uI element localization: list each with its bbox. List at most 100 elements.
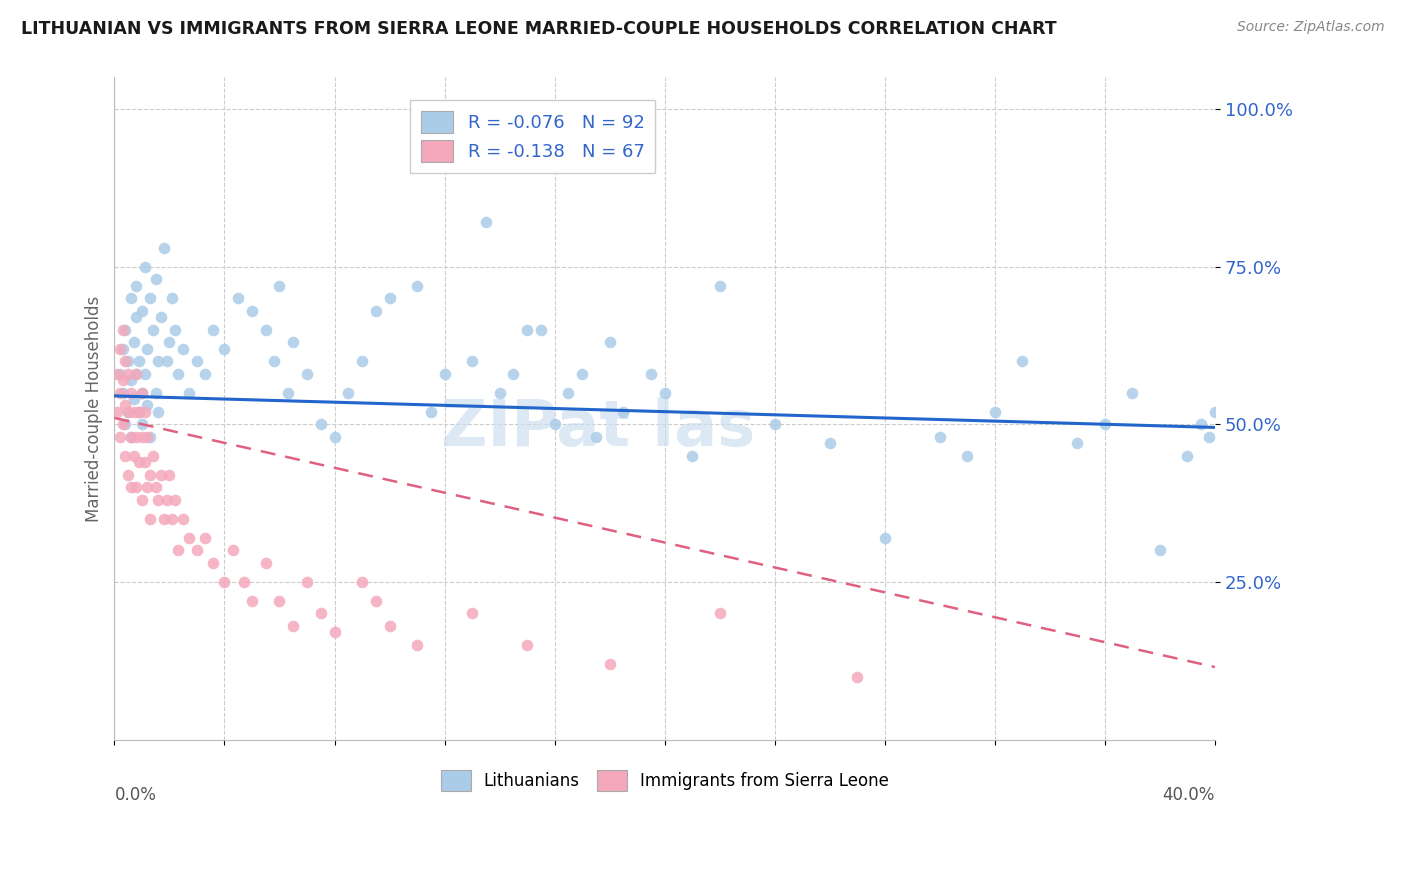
Point — [186, 543, 208, 558]
Point — [269, 278, 291, 293]
Point — [433, 367, 456, 381]
Point — [125, 367, 148, 381]
Point — [681, 449, 703, 463]
Point — [122, 449, 145, 463]
Point — [122, 335, 145, 350]
Point — [117, 354, 139, 368]
Point — [475, 215, 498, 229]
Point — [186, 354, 208, 368]
Text: Source: ZipAtlas.com: Source: ZipAtlas.com — [1237, 20, 1385, 34]
Point — [172, 512, 194, 526]
Point — [1189, 417, 1212, 432]
Point — [166, 367, 188, 381]
Point — [323, 430, 346, 444]
Point — [128, 455, 150, 469]
Point — [846, 669, 869, 683]
Point — [406, 638, 429, 652]
Point — [530, 323, 553, 337]
Point — [364, 594, 387, 608]
Point — [956, 449, 979, 463]
Point — [131, 492, 153, 507]
Point — [145, 385, 167, 400]
Point — [295, 574, 318, 589]
Point — [557, 385, 579, 400]
Point — [640, 367, 662, 381]
Point — [1066, 436, 1088, 450]
Point — [419, 404, 441, 418]
Point — [1198, 430, 1220, 444]
Point — [337, 385, 360, 400]
Point — [136, 480, 159, 494]
Point — [818, 436, 841, 450]
Point — [295, 367, 318, 381]
Point — [125, 367, 148, 381]
Point — [543, 417, 565, 432]
Point — [502, 367, 524, 381]
Point — [156, 354, 179, 368]
Point — [153, 241, 176, 255]
Point — [159, 467, 181, 482]
Point — [160, 291, 183, 305]
Point — [323, 625, 346, 640]
Point — [263, 354, 285, 368]
Point — [232, 574, 254, 589]
Point — [654, 385, 676, 400]
Point — [134, 367, 156, 381]
Point — [136, 398, 159, 412]
Point — [125, 480, 148, 494]
Point — [350, 354, 373, 368]
Point — [120, 291, 142, 305]
Point — [145, 480, 167, 494]
Point — [114, 398, 136, 412]
Point — [148, 492, 170, 507]
Point — [378, 291, 401, 305]
Point — [461, 354, 484, 368]
Point — [194, 367, 217, 381]
Point — [202, 323, 225, 337]
Point — [1094, 417, 1116, 432]
Point — [108, 385, 131, 400]
Point — [378, 619, 401, 633]
Point — [194, 531, 217, 545]
Point — [177, 385, 200, 400]
Point — [488, 385, 510, 400]
Point — [461, 607, 484, 621]
Point — [114, 417, 136, 432]
Point — [283, 619, 305, 633]
Point — [309, 417, 332, 432]
Point — [984, 404, 1007, 418]
Point — [163, 323, 186, 337]
Point — [214, 574, 236, 589]
Point — [122, 404, 145, 418]
Point — [131, 303, 153, 318]
Point — [1204, 404, 1226, 418]
Point — [214, 342, 236, 356]
Point — [122, 392, 145, 406]
Point — [150, 467, 173, 482]
Point — [128, 404, 150, 418]
Legend: Lithuanians, Immigrants from Sierra Leone: Lithuanians, Immigrants from Sierra Leon… — [434, 764, 896, 797]
Point — [131, 430, 153, 444]
Point — [350, 574, 373, 589]
Point — [585, 430, 607, 444]
Point — [148, 404, 170, 418]
Point — [111, 417, 134, 432]
Point — [117, 467, 139, 482]
Point — [120, 373, 142, 387]
Point — [120, 430, 142, 444]
Point — [111, 385, 134, 400]
Point — [226, 291, 249, 305]
Point — [131, 385, 153, 400]
Point — [125, 430, 148, 444]
Text: 0.0%: 0.0% — [114, 786, 156, 804]
Point — [240, 594, 263, 608]
Point — [134, 404, 156, 418]
Point — [139, 512, 162, 526]
Point — [177, 531, 200, 545]
Point — [240, 303, 263, 318]
Point — [120, 385, 142, 400]
Point — [599, 657, 621, 671]
Point — [128, 354, 150, 368]
Point — [406, 278, 429, 293]
Point — [150, 310, 173, 324]
